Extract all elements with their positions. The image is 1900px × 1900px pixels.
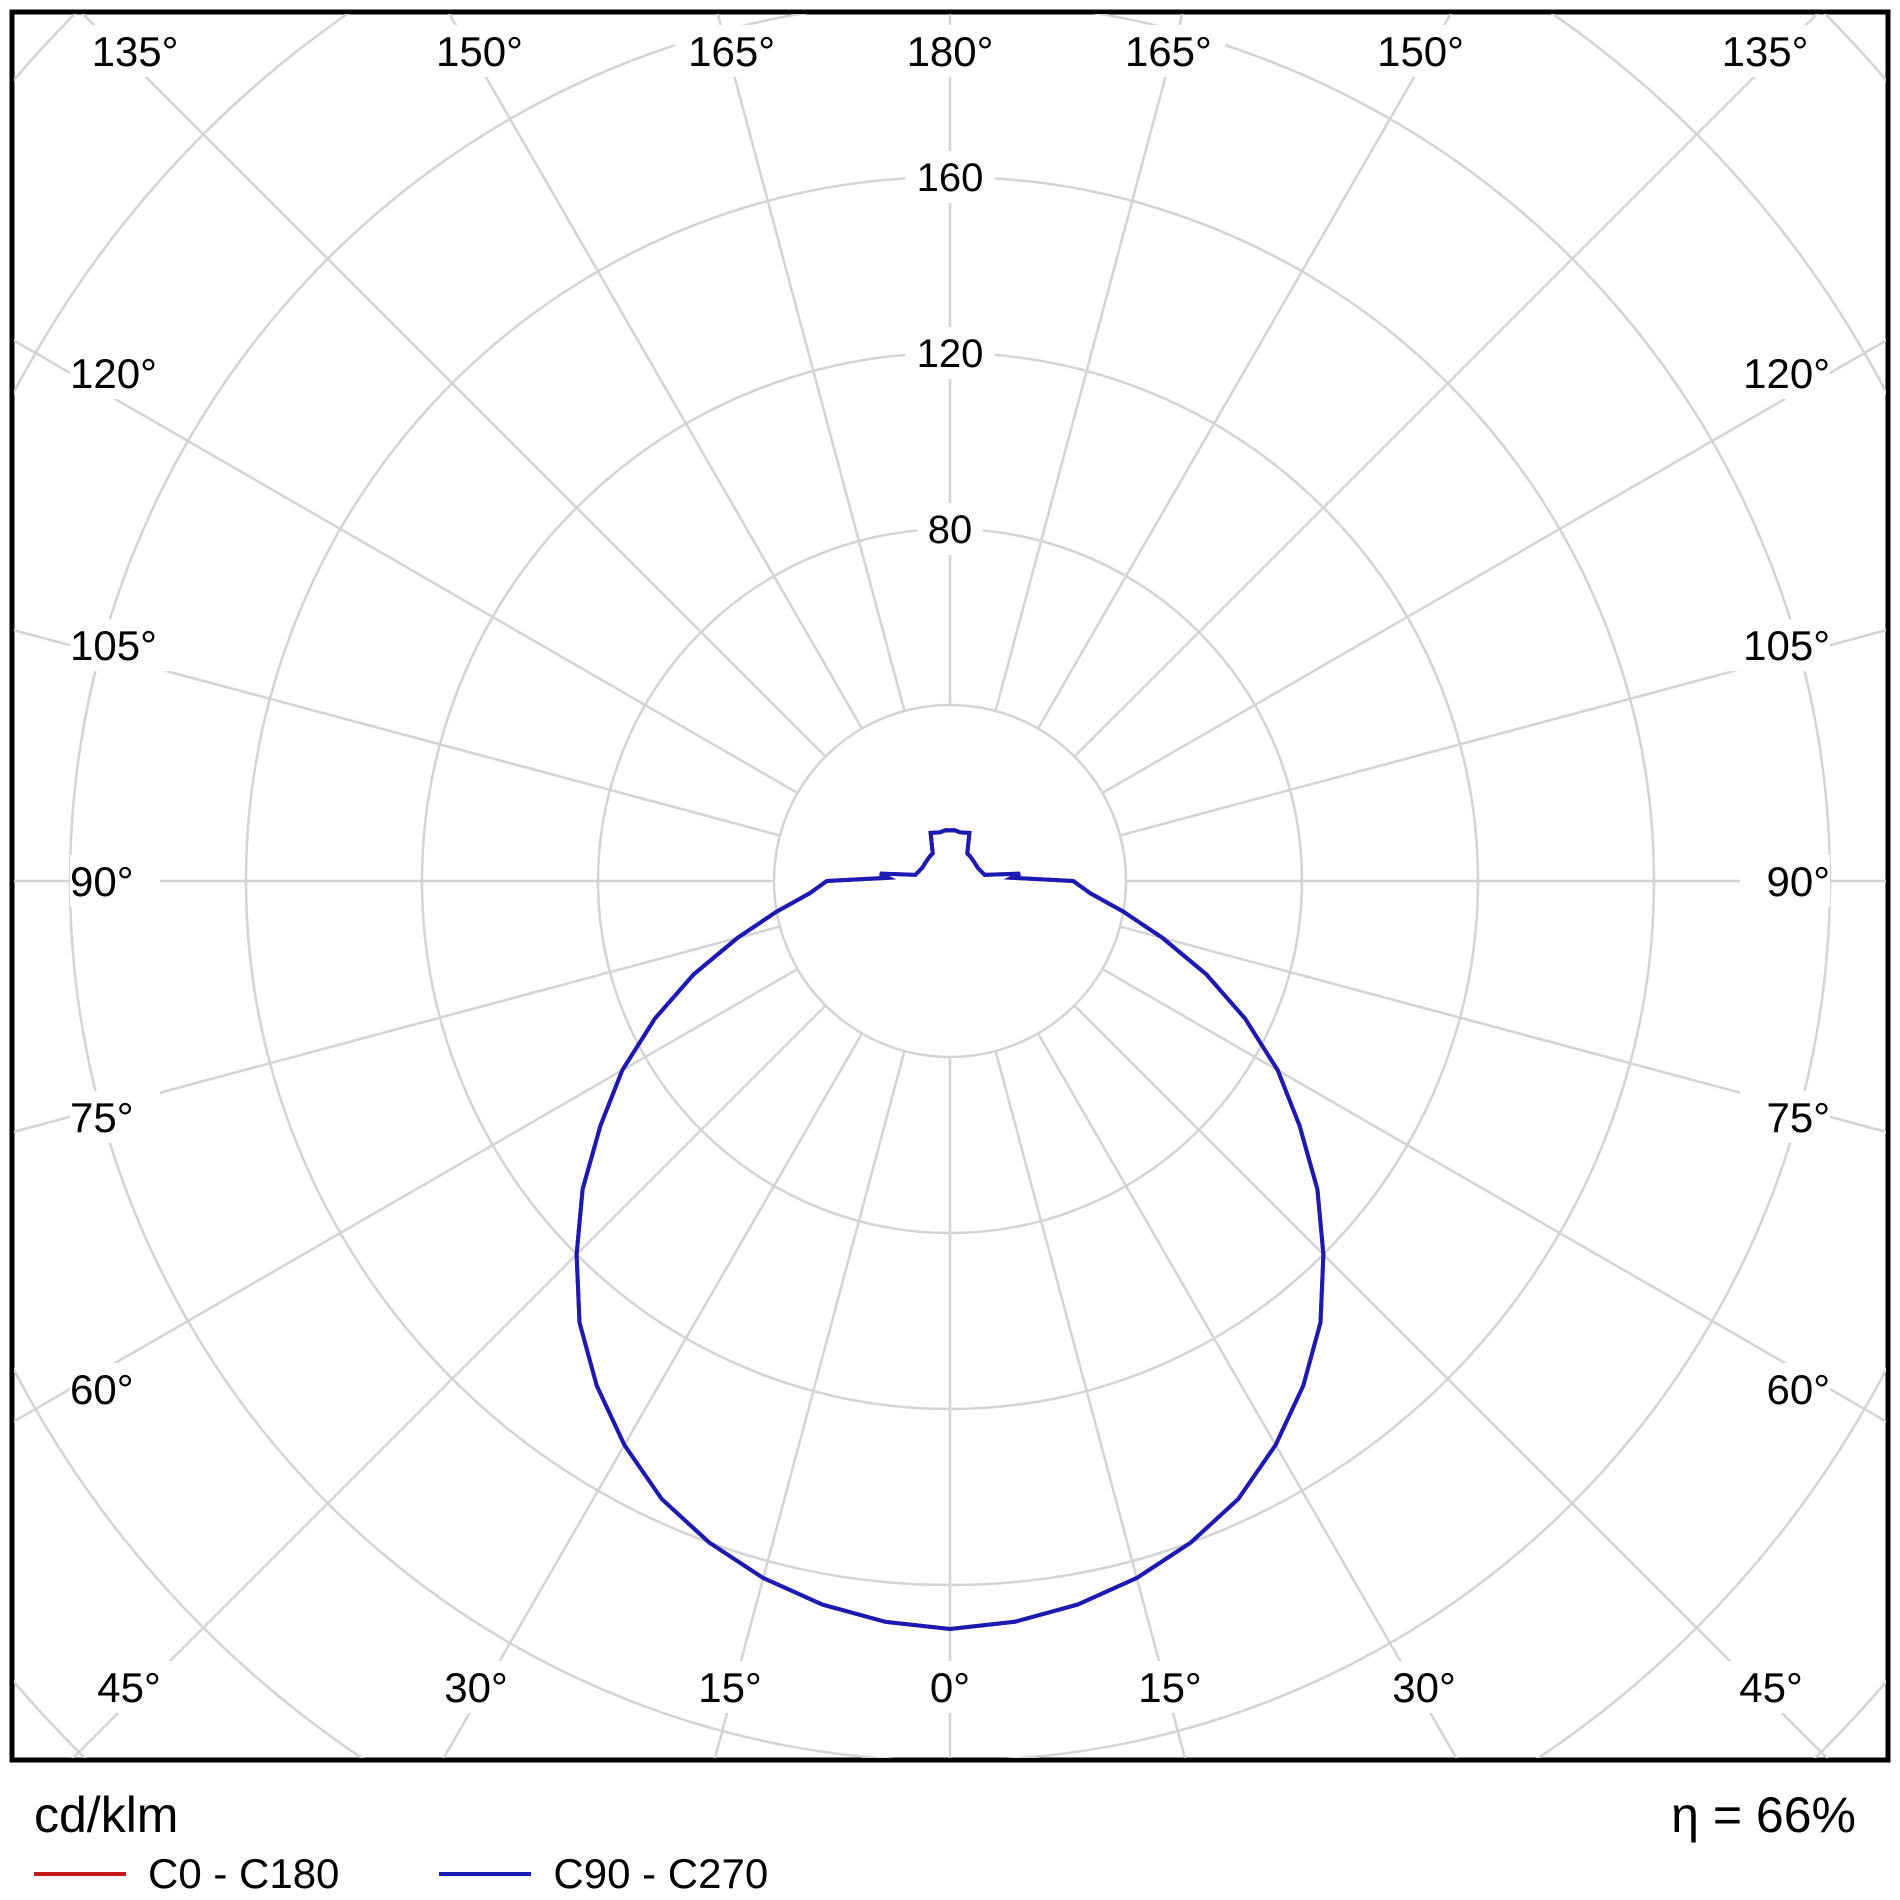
chart-border <box>9 9 1891 1763</box>
angle-label: 15° <box>698 1664 762 1711</box>
angle-labels: 0° 15° 15° 30° 30° 45° 45° 60° 60° 75° 75° 90° 90° 10… <box>70 25 1830 1713</box>
angle-label: 105° <box>70 622 157 669</box>
radial-tick-labels: 80 120 160 <box>905 151 995 555</box>
chart-footer: cd/klm η = 66% <box>34 1786 1856 1844</box>
angle-label: 120° <box>70 350 157 397</box>
angle-label: 15° <box>1138 1664 1202 1711</box>
legend-swatch-line <box>439 1872 532 1876</box>
angle-label: 90° <box>70 858 134 905</box>
angle-label: 75° <box>70 1094 134 1141</box>
angle-label: 135° <box>1722 28 1809 75</box>
efficiency-label: η = 66% <box>1671 1787 1856 1843</box>
angle-label: 135° <box>92 28 179 75</box>
angle-label: 120° <box>1743 350 1830 397</box>
legend-swatch-line <box>34 1872 126 1876</box>
angle-label: 180° <box>907 28 994 75</box>
chart-legend: C0 - C180 C90 - C270 <box>34 1850 868 1898</box>
radial-tick-label: 160 <box>917 156 984 200</box>
polar-grid <box>14 14 1886 1758</box>
angle-label: 45° <box>97 1664 161 1711</box>
angle-label: 30° <box>444 1664 508 1711</box>
radial-tick-label: 80 <box>928 508 973 552</box>
series-curve-C90-C270 <box>574 828 1326 1632</box>
legend-label: C0 - C180 <box>148 1850 340 1897</box>
angle-label: 0° <box>930 1664 970 1711</box>
angle-label: 90° <box>1766 858 1830 905</box>
angle-label: 150° <box>1377 28 1464 75</box>
angle-label: 150° <box>436 28 523 75</box>
angle-label: 75° <box>1766 1094 1830 1141</box>
angle-label: 165° <box>1125 28 1212 75</box>
polar-chart: 80 120 160 0° 15° 15° 30° 30° 45° 45° 60° 60° 75° 75°… <box>9 9 1891 1763</box>
angle-label: 60° <box>1766 1366 1830 1413</box>
angle-label: 45° <box>1739 1664 1803 1711</box>
legend-item: C90 - C270 <box>439 1850 768 1898</box>
angle-label: 105° <box>1743 622 1830 669</box>
radial-tick-label: 120 <box>917 332 984 376</box>
angle-label: 60° <box>70 1366 134 1413</box>
angle-label: 165° <box>688 28 775 75</box>
legend-label: C90 - C270 <box>553 1850 769 1897</box>
legend-item: C0 - C180 <box>34 1850 339 1898</box>
angle-label: 30° <box>1392 1664 1456 1711</box>
units-label: cd/klm <box>34 1787 179 1843</box>
